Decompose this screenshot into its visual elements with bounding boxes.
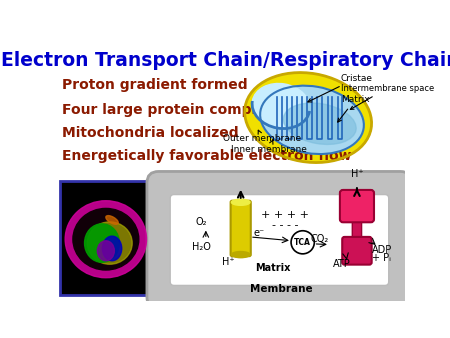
Ellipse shape <box>97 241 114 261</box>
Text: Intermembrane space: Intermembrane space <box>341 83 434 110</box>
Text: H⁺: H⁺ <box>351 169 363 179</box>
Ellipse shape <box>260 86 364 154</box>
Text: H⁺: H⁺ <box>222 257 234 267</box>
Text: Cristae: Cristae <box>308 74 373 102</box>
Circle shape <box>291 231 315 254</box>
Text: e⁻: e⁻ <box>254 228 265 238</box>
Text: Membrane: Membrane <box>250 284 312 294</box>
Ellipse shape <box>106 216 118 224</box>
FancyBboxPatch shape <box>340 190 374 222</box>
Text: + + + +: + + + + <box>261 210 309 220</box>
FancyBboxPatch shape <box>147 171 412 309</box>
FancyBboxPatch shape <box>230 201 251 256</box>
Text: Four large protein complexes: Four large protein complexes <box>63 103 293 117</box>
Text: Outer membrane: Outer membrane <box>223 130 301 143</box>
Text: CO₂: CO₂ <box>310 234 329 244</box>
Text: O₂: O₂ <box>195 217 207 226</box>
Text: ATP: ATP <box>333 259 350 269</box>
Text: H₂O: H₂O <box>192 242 211 252</box>
FancyBboxPatch shape <box>60 181 152 295</box>
Text: Energetically favorable electron flow: Energetically favorable electron flow <box>63 149 352 163</box>
Text: Matrix: Matrix <box>256 263 291 273</box>
Text: Electron Transport Chain/Respiratory Chain: Electron Transport Chain/Respiratory Cha… <box>1 51 450 70</box>
Text: Matrix: Matrix <box>338 95 369 122</box>
Text: + Pᵢ: + Pᵢ <box>372 253 391 263</box>
Ellipse shape <box>231 251 250 258</box>
Text: TCA: TCA <box>294 238 311 247</box>
Ellipse shape <box>231 199 250 206</box>
FancyBboxPatch shape <box>170 195 389 285</box>
Text: Inner membrane: Inner membrane <box>230 140 306 154</box>
FancyBboxPatch shape <box>342 237 372 265</box>
Ellipse shape <box>252 83 310 128</box>
Text: Mitochondria localized: Mitochondria localized <box>63 126 239 140</box>
Ellipse shape <box>245 73 372 163</box>
Text: - - - -: - - - - <box>272 220 298 231</box>
Text: Proton gradient formed: Proton gradient formed <box>63 78 248 92</box>
FancyBboxPatch shape <box>352 217 362 246</box>
Ellipse shape <box>102 236 122 261</box>
Ellipse shape <box>284 103 356 144</box>
Ellipse shape <box>73 209 139 270</box>
Ellipse shape <box>85 224 119 262</box>
Text: ADP: ADP <box>372 245 392 255</box>
Ellipse shape <box>87 222 132 264</box>
Ellipse shape <box>65 201 147 278</box>
